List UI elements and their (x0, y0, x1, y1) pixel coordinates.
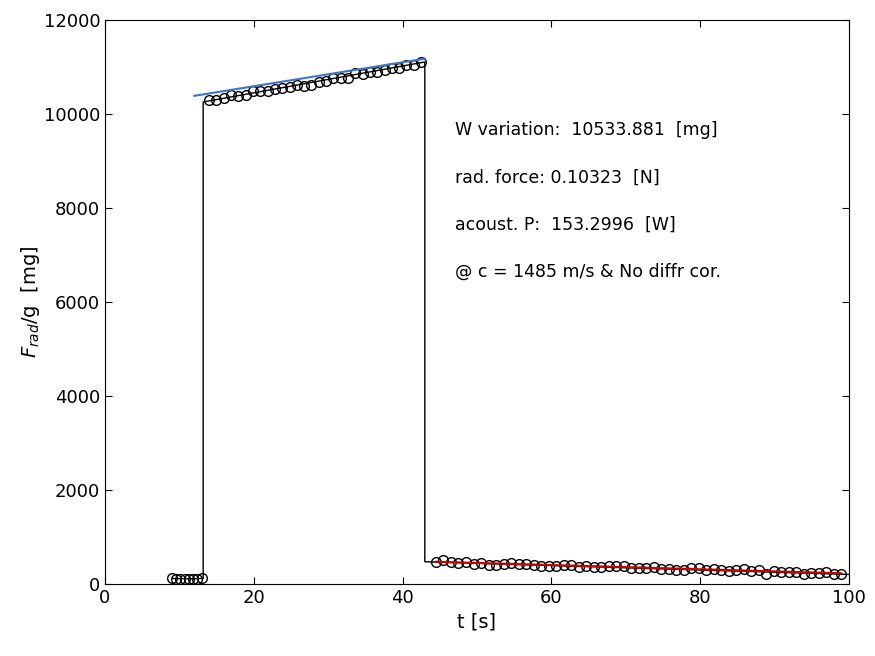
Text: W variation:  10533.881  [mg]

rad. force: 0.10323  [N]

acoust. P:  153.2996  [: W variation: 10533.881 [mg] rad. force: … (455, 121, 721, 281)
Text: $F_{rad}$/g  [mg]: $F_{rad}$/g [mg] (19, 245, 42, 358)
X-axis label: t [s]: t [s] (458, 612, 496, 631)
